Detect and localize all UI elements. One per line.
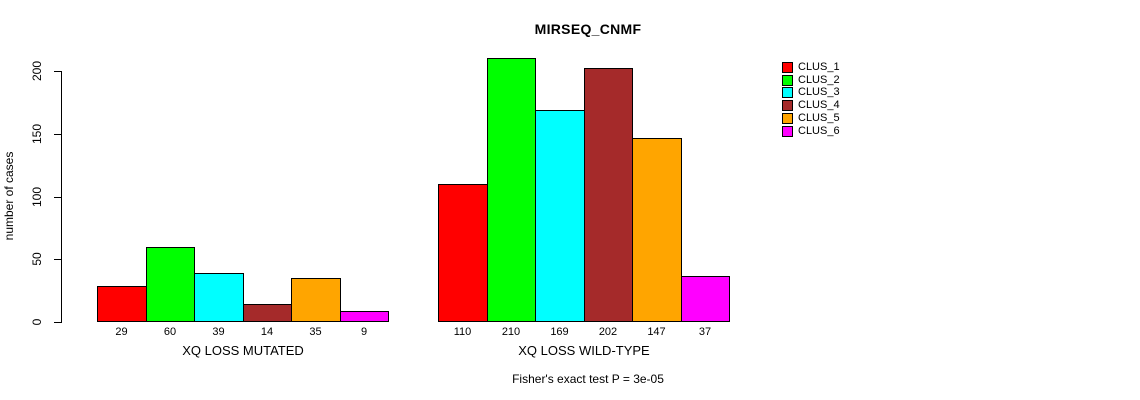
bar-clus_3-mutated	[194, 273, 244, 322]
y-tick-mark	[54, 322, 61, 323]
y-axis-label: number of cases	[2, 151, 16, 241]
legend-swatch	[782, 100, 793, 112]
y-tick-mark	[54, 197, 61, 198]
bar-clus_6-mutated	[340, 311, 389, 322]
legend-item: CLUS_2	[782, 74, 840, 87]
bar-value-label: 147	[647, 326, 666, 338]
legend-label: CLUS_3	[798, 86, 840, 99]
legend-swatch	[782, 87, 793, 99]
y-tick-mark	[54, 259, 61, 260]
legend: CLUS_1 CLUS_2 CLUS_3 CLUS_4 CLUS_5 CLUS_6	[782, 61, 840, 138]
legend-item: CLUS_6	[782, 125, 840, 138]
y-tick-label: 150	[30, 123, 44, 145]
x-group-label: XQ LOSS WILD-TYPE	[518, 343, 650, 358]
bar-value-label: 29	[115, 326, 128, 338]
y-tick-mark	[54, 134, 61, 135]
bar-value-label: 14	[260, 326, 274, 338]
legend-swatch	[782, 74, 793, 86]
bar-clus_4-wildtype	[584, 68, 633, 322]
bar-clus_3-wildtype	[535, 110, 585, 322]
bar-clus_2-mutated	[146, 247, 195, 322]
bar-value-label: 110	[453, 326, 472, 338]
legend-label: CLUS_4	[798, 99, 840, 112]
bar-clus_1-wildtype	[438, 184, 488, 322]
legend-item: CLUS_5	[782, 112, 840, 125]
legend-item: CLUS_1	[782, 61, 840, 74]
x-group-label: XQ LOSS MUTATED	[182, 343, 304, 358]
chart-title: MIRSEQ_CNMF	[534, 21, 642, 37]
bar-value-label: 210	[501, 326, 521, 338]
bar-clus_4-mutated	[243, 304, 292, 322]
y-tick-label: 50	[30, 252, 44, 266]
legend-label: CLUS_2	[798, 73, 840, 86]
annotation-text: Fisher's exact test P = 3e-05	[512, 372, 664, 386]
bar-value-label: 169	[550, 326, 569, 338]
legend-item: CLUS_4	[782, 99, 840, 112]
bar-value-label: 37	[698, 326, 712, 338]
legend-swatch	[782, 61, 793, 73]
y-tick-label: 0	[30, 318, 44, 326]
legend-swatch	[782, 125, 793, 137]
bar-clus_6-wildtype	[681, 276, 730, 322]
bar-clus_5-wildtype	[632, 138, 682, 322]
legend-item: CLUS_3	[782, 87, 840, 100]
y-tick-label: 100	[30, 186, 44, 208]
bar-value-label: 39	[212, 326, 225, 338]
bar-value-label: 35	[309, 326, 322, 338]
bar-clus_5-mutated	[291, 278, 341, 322]
bar-clus_1-mutated	[97, 286, 147, 322]
legend-label: CLUS_5	[798, 112, 840, 125]
y-tick-mark	[54, 71, 61, 72]
legend-swatch	[782, 113, 793, 125]
y-axis-line	[61, 71, 62, 323]
bar-clus_2-wildtype	[487, 58, 536, 322]
bar-value-label: 60	[163, 326, 177, 338]
y-tick-label: 200	[30, 60, 44, 82]
legend-label: CLUS_6	[798, 124, 840, 137]
legend-label: CLUS_1	[798, 60, 840, 73]
bar-value-label: 9	[360, 326, 368, 338]
bar-value-label: 202	[598, 326, 618, 338]
